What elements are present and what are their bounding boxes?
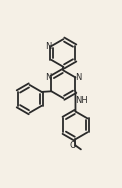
- Text: NH: NH: [75, 96, 88, 105]
- Text: O: O: [69, 141, 76, 150]
- Text: N: N: [76, 73, 82, 82]
- Text: N: N: [45, 73, 51, 82]
- Text: N: N: [45, 42, 52, 51]
